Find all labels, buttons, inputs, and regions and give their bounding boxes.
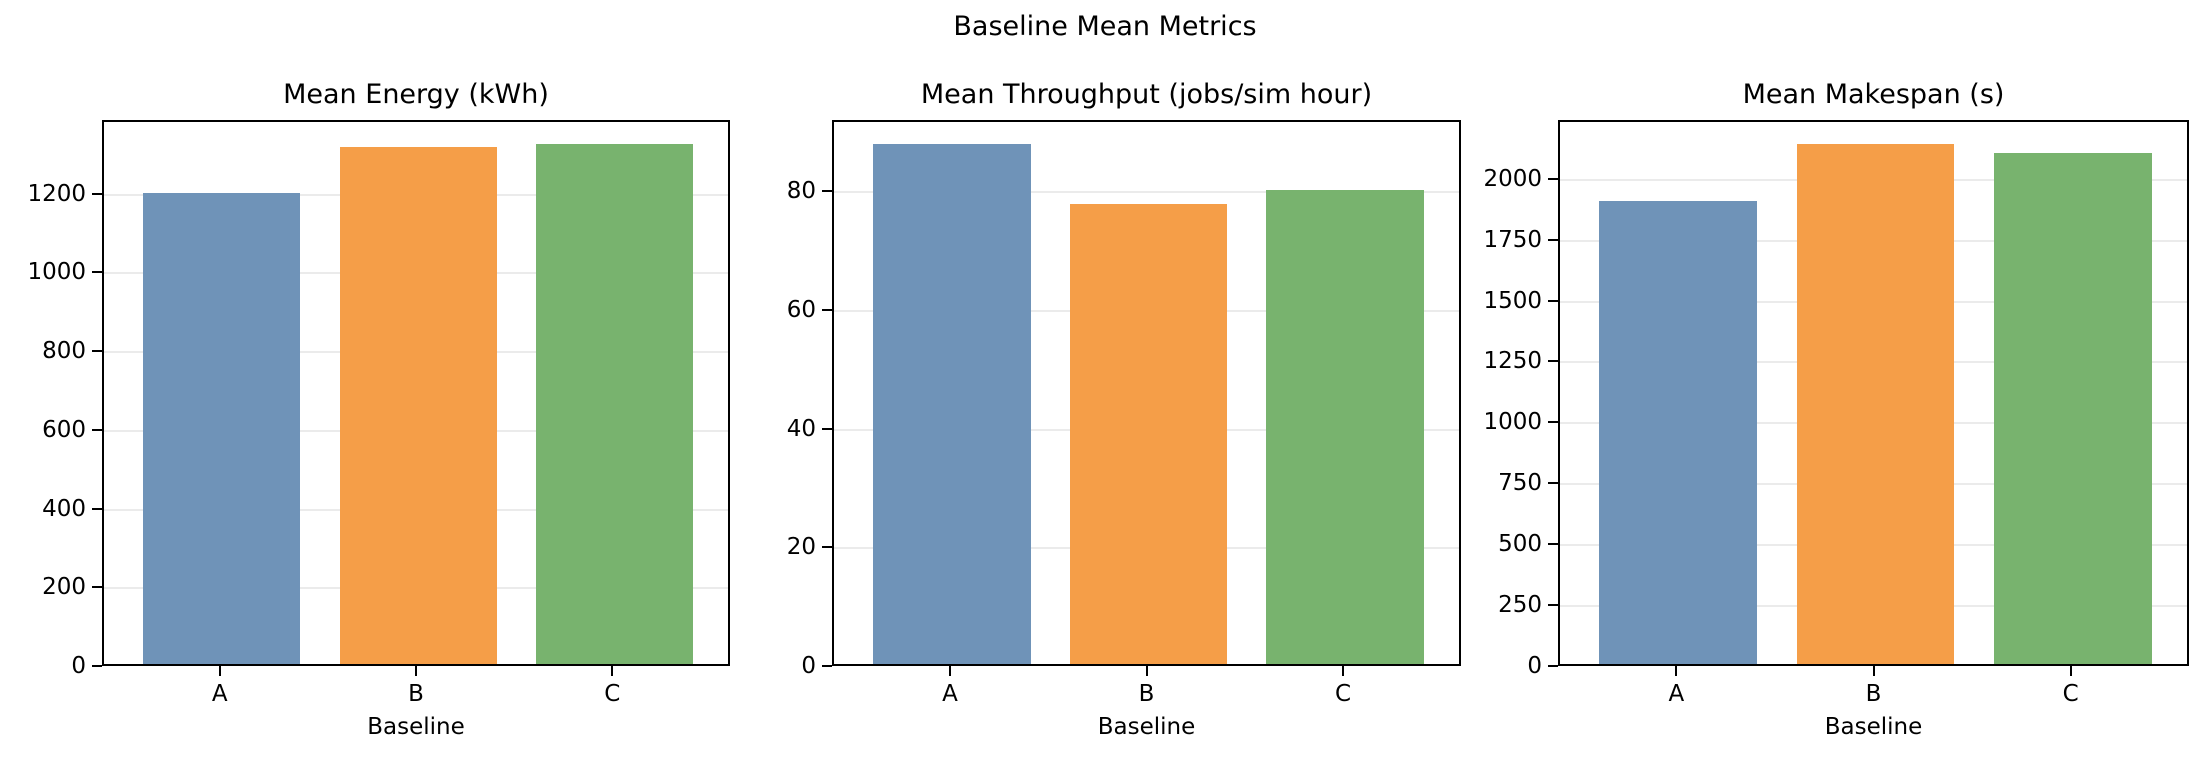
x-tick-mark xyxy=(1145,666,1148,676)
bar-a xyxy=(143,193,301,664)
y-tick-label: 2000 xyxy=(1483,165,1542,192)
bar-a xyxy=(873,144,1031,664)
bar-b xyxy=(1069,204,1228,664)
y-tick-mark xyxy=(92,586,102,589)
x-tick-label: B xyxy=(408,681,424,707)
y-tick-mark xyxy=(1548,360,1558,363)
energy-x-axis-title: Baseline xyxy=(367,714,465,740)
y-tick-mark xyxy=(1548,665,1558,667)
makespan-chart-title: Mean Makespan (s) xyxy=(1742,79,2005,110)
y-tick-label: 1500 xyxy=(1483,287,1542,314)
bar-a xyxy=(1599,200,1758,664)
x-tick-label: C xyxy=(2062,681,2079,707)
y-tick-mark xyxy=(1548,177,1558,180)
x-tick-mark xyxy=(1342,666,1345,676)
x-tick-label: B xyxy=(1138,681,1155,707)
throughput-chart-title: Mean Throughput (jobs/sim hour) xyxy=(920,79,1373,110)
y-tick-mark xyxy=(92,428,102,431)
x-tick-label: A xyxy=(1668,681,1685,707)
y-tick-label: 400 xyxy=(42,495,86,522)
x-tick-mark xyxy=(611,666,614,676)
x-tick-label: C xyxy=(604,681,621,707)
bar-b xyxy=(1796,143,1955,664)
y-tick-label: 800 xyxy=(42,338,86,365)
bar-c xyxy=(535,144,693,664)
y-tick-label: 1000 xyxy=(27,259,86,286)
y-tick-label: 40 xyxy=(786,415,816,442)
y-tick-label: 1200 xyxy=(27,180,86,207)
makespan-plot-area xyxy=(1558,120,2189,666)
y-tick-label: 1000 xyxy=(1483,409,1542,436)
y-tick-label: 250 xyxy=(1498,592,1542,619)
y-tick-mark xyxy=(1548,604,1558,607)
gridline xyxy=(834,191,1459,194)
y-tick-label: 0 xyxy=(801,653,816,679)
x-tick-label: A xyxy=(942,681,958,707)
y-tick-mark xyxy=(822,308,832,311)
y-tick-label: 80 xyxy=(786,178,816,205)
y-tick-mark xyxy=(1548,421,1558,424)
y-tick-mark xyxy=(822,190,832,193)
x-tick-mark xyxy=(2069,666,2072,676)
y-tick-label: 0 xyxy=(71,653,86,679)
x-tick-mark xyxy=(218,666,221,676)
y-tick-mark xyxy=(92,665,102,667)
y-tick-label: 60 xyxy=(786,296,816,323)
x-tick-mark xyxy=(415,666,417,676)
bar-b xyxy=(339,147,497,664)
makespan-x-axis-title: Baseline xyxy=(1824,714,1923,740)
y-tick-mark xyxy=(92,192,102,195)
x-tick-label: A xyxy=(211,681,228,707)
y-tick-mark xyxy=(1548,299,1558,302)
y-tick-mark xyxy=(1548,482,1558,485)
throughput-x-axis-title: Baseline xyxy=(1097,714,1196,740)
throughput-plot-area xyxy=(832,120,1461,666)
y-tick-mark xyxy=(822,427,832,430)
energy-chart-title: Mean Energy (kWh) xyxy=(283,79,549,110)
x-tick-label: C xyxy=(1335,681,1352,707)
y-tick-label: 750 xyxy=(1498,470,1542,497)
bar-c xyxy=(1993,152,2152,664)
x-tick-mark xyxy=(1675,666,1678,676)
x-tick-mark xyxy=(948,666,951,676)
y-tick-mark xyxy=(92,350,102,353)
x-tick-mark xyxy=(1872,666,1875,676)
x-tick-label: B xyxy=(1865,681,1882,707)
y-tick-label: 500 xyxy=(1498,531,1542,558)
y-tick-label: 600 xyxy=(42,416,86,443)
figure-title: Baseline Mean Metrics xyxy=(953,11,1257,42)
y-tick-label: 1750 xyxy=(1483,226,1542,253)
y-tick-label: 1250 xyxy=(1483,348,1542,375)
y-tick-label: 0 xyxy=(1527,653,1542,679)
y-tick-mark xyxy=(92,507,102,510)
y-tick-label: 200 xyxy=(42,574,86,601)
y-tick-mark xyxy=(1548,543,1558,546)
y-tick-mark xyxy=(822,665,832,667)
y-tick-mark xyxy=(822,546,832,549)
y-tick-mark xyxy=(1548,238,1558,241)
y-tick-mark xyxy=(92,271,102,274)
y-tick-label: 20 xyxy=(786,534,816,561)
bar-c xyxy=(1266,190,1424,664)
energy-plot-area xyxy=(102,120,730,666)
